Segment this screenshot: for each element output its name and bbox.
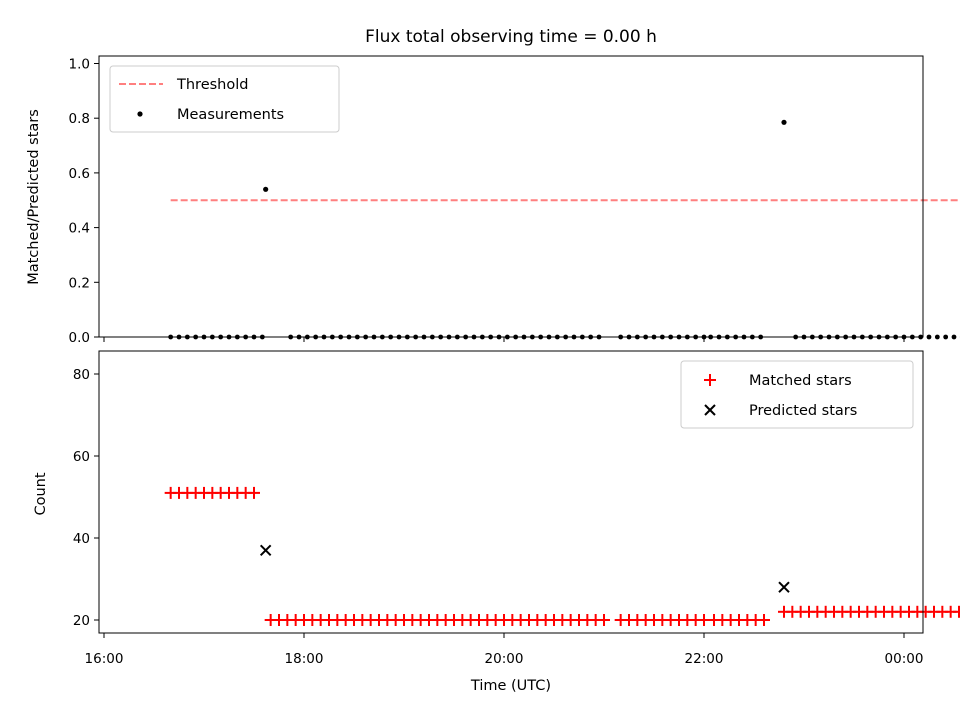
matched-star-marker [248,486,260,499]
predicted-star-marker [778,581,790,593]
legend-threshold-label: Threshold [176,77,248,93]
bottom-x-axis-label: Time (UTC) [470,678,551,694]
top-chart-title: Flux total observing time = 0.00 h [365,27,657,47]
y-tick-label: 40 [73,531,90,547]
top-y-axis-label: Matched/Predicted stars [26,109,42,285]
y-tick-label: 0.0 [69,330,90,346]
matched-star-marker [598,614,610,626]
top-legend: Threshold Measurements [109,65,340,133]
y-tick-label: 1.0 [69,57,90,73]
y-tick-label: 80 [73,367,90,383]
legend-predicted-swatch [704,404,716,416]
top-x-axis-ticks [103,337,905,342]
y-tick-label: 20 [73,613,90,629]
bottom-y-axis-label: Count [33,472,49,515]
measurement-point [926,334,932,340]
bottom-legend-box [680,360,914,429]
matched-star-marker [758,614,770,626]
y-tick-label: 0.8 [69,111,90,127]
top-axes-frame [98,55,924,338]
y-tick-label: 60 [73,449,90,465]
measurement-point [934,334,940,340]
x-tick-label: 00:00 [885,651,924,667]
y-tick-label: 0.2 [69,275,90,291]
legend-matched-label: Matched stars [749,373,852,389]
measurement-point [951,334,957,340]
bottom-y-axis: 20 40 60 80 [73,367,99,629]
bottom-x-axis: 16:0018:0020:0022:0000:0002:0004:0006:00… [85,633,924,667]
top-y-axis: 0.0 0.2 0.4 0.6 0.8 1.0 [69,57,99,346]
y-tick-label: 0.6 [69,166,90,182]
bottom-axes-frame [98,350,924,634]
x-tick-label: 18:00 [285,651,324,667]
x-tick-label: 20:00 [485,651,524,667]
top-panel: 0.0 0.2 0.4 0.6 0.8 1.0 Matched/Predicted sta… [26,55,960,346]
legend-predicted-label: Predicted stars [749,403,857,419]
legend-measurements-swatch [137,111,143,117]
measurement-point [943,334,949,340]
bottom-plot-area [164,486,960,626]
matched-star-marker [953,605,960,618]
legend-measurements-label: Measurements [177,107,284,123]
bottom-legend: Matched stars Predicted stars [680,360,914,429]
measurement-point [263,186,269,192]
top-legend-box [109,65,340,133]
predicted-star-marker [259,544,272,557]
x-tick-label: 16:00 [85,651,124,667]
measurement-point [781,119,787,125]
x-tick-label: 22:00 [685,651,724,667]
legend-matched-swatch [704,374,716,386]
top-plot-area [168,119,960,340]
y-tick-label: 0.4 [69,221,90,237]
